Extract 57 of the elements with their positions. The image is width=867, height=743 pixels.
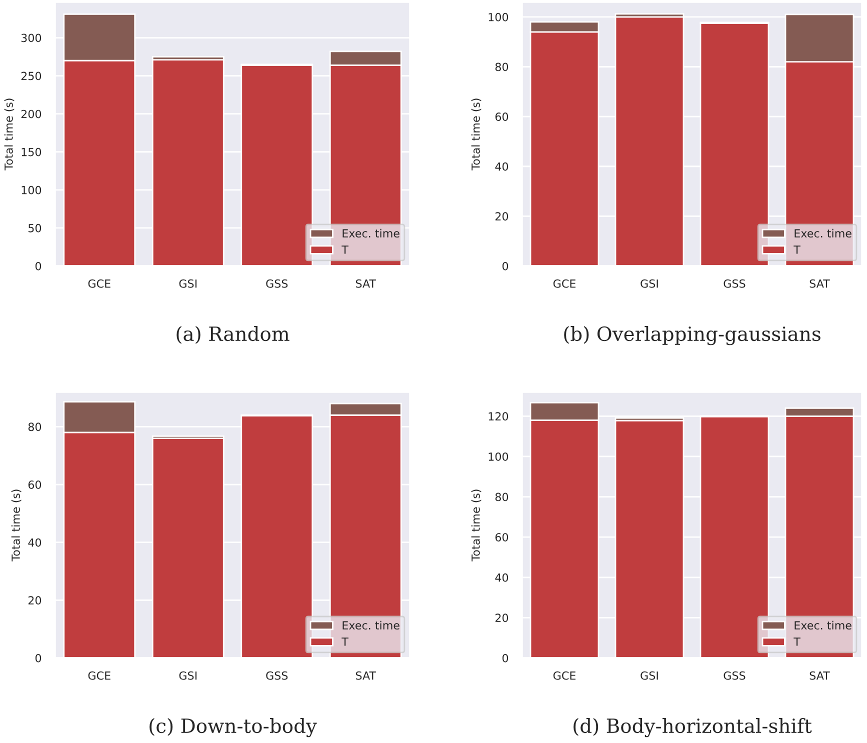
y-tick-label: 50	[28, 224, 42, 232]
y-tick-label: 40	[495, 573, 508, 582]
x-tick-label: GSI	[640, 671, 658, 680]
x-tick-label: GSI	[179, 279, 197, 288]
legend-label: T	[794, 246, 800, 254]
y-tick-label: 20	[28, 596, 42, 605]
x-tick-label: GSS	[724, 671, 746, 680]
y-tick-label: 20	[495, 614, 508, 622]
y-axis-title: Total time (s)	[471, 98, 482, 170]
x-tick-label: GCE	[553, 279, 576, 288]
x-tick-label: GSI	[179, 671, 197, 680]
x-tick-label: SAT	[810, 279, 830, 288]
x-tick-label: GSS	[266, 671, 288, 680]
y-tick-label: 80	[495, 492, 508, 502]
legend-label: T	[342, 638, 348, 646]
y-tick-label: 100	[488, 452, 508, 461]
y-tick-label: 0	[35, 262, 42, 270]
y-tick-label: 80	[495, 62, 508, 72]
y-tick-label: 20	[495, 212, 508, 221]
y-tick-label: 120	[488, 412, 508, 421]
x-tick-label: GSS	[266, 279, 288, 288]
x-tick-label: GCE	[88, 671, 110, 680]
x-tick-label: SAT	[356, 279, 376, 288]
y-tick-label: 0	[35, 654, 42, 662]
y-axis-title: Total time (s)	[471, 490, 482, 562]
legend-label: T	[794, 638, 800, 646]
x-axis-title: (d) Body-horizontal-shift	[574, 718, 812, 738]
legend-label: Exec. time	[342, 228, 400, 238]
x-axis-title: (b) Overlapping-gaussians	[564, 326, 820, 346]
y-tick-label: 60	[495, 112, 508, 121]
y-tick-label: 200	[21, 110, 42, 118]
y-axis-title: Total time (s)	[11, 490, 22, 562]
y-tick-label: 40	[495, 162, 508, 171]
y-tick-label: 60	[28, 480, 42, 489]
y-tick-label: 0	[502, 654, 508, 662]
y-tick-label: 300	[21, 34, 42, 42]
legend-label: Exec. time	[794, 620, 852, 630]
legend-label: Exec. time	[342, 620, 400, 630]
y-tick-label: 100	[22, 186, 42, 194]
y-tick-label: 60	[495, 533, 508, 542]
x-tick-label: GSS	[724, 279, 746, 288]
y-tick-label: 150	[22, 148, 42, 156]
x-tick-label: SAT	[810, 671, 830, 680]
x-tick-label: GCE	[88, 279, 110, 288]
legend-label: Exec. time	[794, 228, 852, 238]
x-axis-title: (c) Down-to-body	[150, 718, 317, 738]
x-tick-label: GCE	[553, 671, 576, 680]
x-tick-label: SAT	[356, 671, 376, 680]
y-tick-label: 0	[502, 262, 508, 270]
x-axis-title: (a) Random	[176, 326, 290, 344]
x-tick-label: GSI	[640, 279, 658, 288]
y-tick-label: 100	[488, 12, 508, 22]
legend-label: T	[342, 246, 348, 254]
y-tick-label: 40	[28, 538, 42, 547]
y-axis-title: Total time (s)	[4, 98, 14, 170]
y-tick-label: 80	[28, 422, 42, 432]
y-tick-label: 250	[21, 72, 42, 80]
